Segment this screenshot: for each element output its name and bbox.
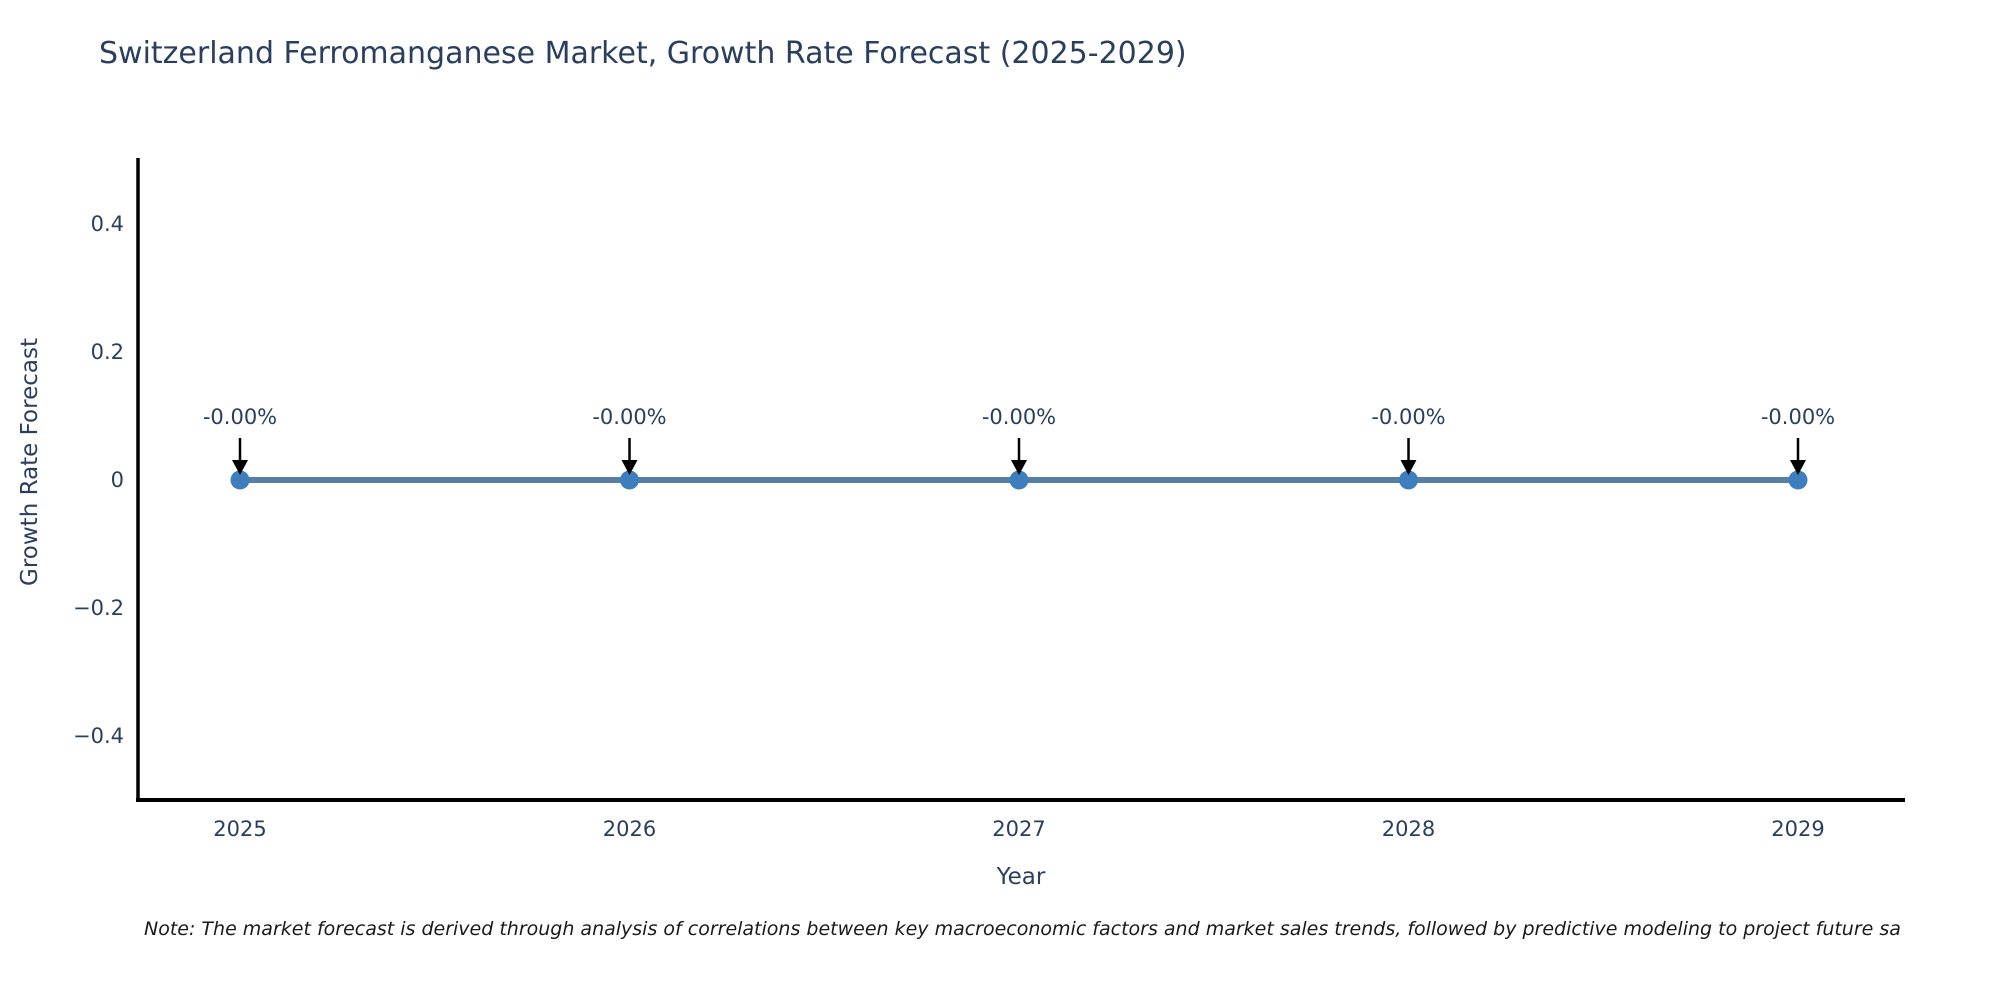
annotation-arrowhead-icon: [1790, 460, 1806, 475]
y-axis-ticks: 0.4 0.2 0 −0.2 −0.4: [73, 212, 124, 748]
y-tick-label: 0.2: [91, 340, 124, 364]
annotation-arrowhead-icon: [621, 460, 638, 475]
point-value-label: -0.00%: [592, 405, 666, 429]
axes: [136, 158, 1905, 802]
y-tick-label: −0.4: [73, 724, 124, 748]
annotation-arrowhead-icon: [1011, 460, 1027, 475]
x-axis-ticks: 2025 2026 2027 2028 2029: [213, 817, 1824, 841]
point-value-label: -0.00%: [1761, 405, 1835, 429]
footnote: Note: The market forecast is derived thr…: [144, 918, 1901, 940]
y-tick-label: −0.2: [73, 596, 124, 620]
y-tick-label: 0.4: [91, 212, 124, 236]
x-tick-label: 2029: [1771, 817, 1824, 841]
point-annotations: -0.00% -0.00% -0.00% -0.00% -0.00%: [203, 405, 1835, 475]
x-tick-label: 2027: [992, 817, 1045, 841]
x-axis-title: Year: [996, 864, 1046, 890]
line-series: [230, 470, 1808, 490]
x-tick-label: 2026: [603, 817, 656, 841]
point-value-label: -0.00%: [1371, 405, 1445, 429]
x-tick-label: 2028: [1382, 817, 1435, 841]
point-value-label: -0.00%: [982, 405, 1056, 429]
point-value-label: -0.00%: [203, 405, 277, 429]
annotation-arrowhead-icon: [232, 460, 248, 475]
data-point-marker[interactable]: [1399, 470, 1418, 490]
data-point-marker[interactable]: [230, 470, 250, 490]
chart-title: Switzerland Ferromanganese Market, Growt…: [99, 36, 1187, 71]
x-tick-label: 2025: [213, 817, 266, 841]
data-point-marker[interactable]: [1009, 470, 1029, 490]
y-tick-label: 0: [111, 468, 124, 492]
annotation-arrowhead-icon: [1400, 460, 1417, 475]
data-point-marker[interactable]: [1788, 470, 1808, 490]
y-axis-title: Growth Rate Forecast: [17, 338, 43, 586]
data-point-marker[interactable]: [620, 470, 639, 490]
